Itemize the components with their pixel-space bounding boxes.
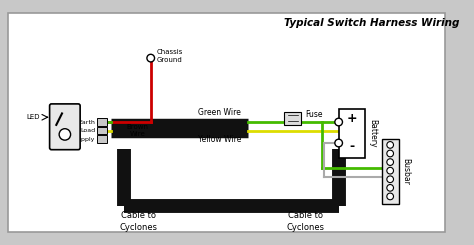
Bar bbox=[97, 118, 107, 126]
Bar bbox=[97, 135, 107, 143]
Circle shape bbox=[147, 54, 155, 62]
Text: -: - bbox=[349, 140, 355, 153]
Text: Earth: Earth bbox=[79, 120, 95, 124]
Circle shape bbox=[335, 118, 343, 126]
Circle shape bbox=[387, 150, 393, 157]
Bar bbox=[382, 139, 399, 204]
Text: Yellow Wire: Yellow Wire bbox=[198, 135, 241, 144]
Circle shape bbox=[387, 142, 393, 148]
Circle shape bbox=[387, 167, 393, 174]
Text: Load: Load bbox=[80, 128, 95, 133]
Text: Busbar: Busbar bbox=[401, 158, 410, 185]
Text: Brown
Wire: Brown Wire bbox=[127, 124, 148, 137]
Text: Chassis
Ground: Chassis Ground bbox=[156, 49, 183, 63]
Text: +: + bbox=[346, 112, 357, 125]
Text: LED: LED bbox=[27, 114, 40, 120]
Bar bbox=[284, 111, 301, 125]
Circle shape bbox=[59, 129, 71, 140]
Circle shape bbox=[387, 176, 393, 183]
Text: Typical Switch Harness Wiring: Typical Switch Harness Wiring bbox=[284, 18, 460, 28]
Text: Cable to
Cyclones: Cable to Cyclones bbox=[286, 211, 324, 232]
Text: Supply: Supply bbox=[74, 137, 95, 142]
Circle shape bbox=[387, 184, 393, 191]
Text: Battery: Battery bbox=[368, 119, 377, 148]
Circle shape bbox=[387, 193, 393, 200]
FancyBboxPatch shape bbox=[50, 104, 80, 150]
Bar bbox=[338, 109, 365, 158]
Text: Green Wire: Green Wire bbox=[198, 108, 241, 117]
Text: Fuse: Fuse bbox=[305, 110, 323, 119]
Circle shape bbox=[335, 139, 343, 147]
Text: Cable to
Cyclones: Cable to Cyclones bbox=[119, 211, 157, 232]
Circle shape bbox=[387, 159, 393, 165]
Bar bbox=[97, 127, 107, 135]
